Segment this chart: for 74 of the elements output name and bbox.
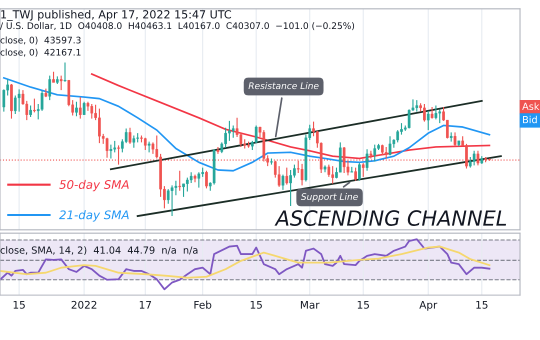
candlestick (228, 120, 231, 142)
annotation: Support Line (300, 193, 358, 202)
candlestick (82, 101, 86, 116)
candlestick (282, 174, 284, 190)
candlestick (178, 170, 182, 192)
candlestick (476, 150, 480, 166)
candlestick (64, 62, 66, 82)
candlestick (170, 184, 174, 217)
legend-label: 21-day SMA (59, 210, 129, 222)
candlestick (415, 100, 418, 112)
candlestick (350, 166, 354, 173)
x-tick-label: 15 (358, 300, 369, 309)
candlestick (48, 75, 52, 101)
candlestick (18, 88, 20, 112)
candlestick (205, 170, 208, 189)
candlestick (472, 150, 476, 166)
text: close, SMA, 14, 2) 41.04 44.79 n/a n/a (0, 246, 198, 255)
candlestick (78, 96, 82, 120)
candlestick (29, 104, 32, 118)
candlestick (450, 132, 453, 142)
x-tick-label: Mar (300, 300, 320, 309)
candlestick (144, 137, 147, 151)
candlestick (426, 110, 430, 131)
candlestick (362, 162, 365, 178)
candlestick (373, 144, 376, 162)
chart-subtitle: / U.S. Dollar, 1D O40408.0 H40463.1 L40167.0 C40307.0 −101.0 (−0.25%) (0, 22, 354, 30)
candlestick (166, 188, 170, 204)
annotation: Resistance Line (248, 82, 319, 90)
candlestick (240, 132, 242, 148)
candlestick (438, 108, 442, 124)
candlestick (75, 101, 78, 117)
candlestick (132, 134, 136, 148)
text: close, 0) 42167.1 (0, 48, 80, 57)
candlestick (300, 163, 304, 186)
text: Bid (523, 116, 537, 124)
candlestick (454, 132, 456, 147)
candlestick (90, 103, 94, 120)
text: Ask (522, 102, 540, 110)
x-tick-label: 15 (250, 300, 262, 309)
candlestick (128, 127, 132, 144)
candlestick (354, 167, 357, 182)
candlestick (430, 106, 434, 120)
text: close, 0) 43597.3 (0, 36, 81, 45)
candlestick (396, 130, 400, 143)
candlestick (285, 167, 288, 186)
x-tick-label: 2022 (72, 300, 96, 309)
candlestick (60, 75, 63, 91)
annotation: ASCENDING CHANNEL (274, 210, 506, 226)
candlestick (174, 180, 178, 196)
candlestick (33, 98, 36, 113)
candlestick (182, 183, 185, 198)
candlestick (148, 141, 150, 153)
candlestick (110, 144, 112, 160)
candlestick (197, 172, 200, 188)
candlestick (423, 103, 426, 122)
candlestick (232, 124, 235, 138)
candlestick (52, 71, 55, 84)
x-tick-label: 17 (140, 300, 152, 309)
x-tick-label: Apr (419, 300, 438, 311)
x-tick-label: Feb (194, 300, 212, 309)
candlestick (289, 169, 292, 207)
candlestick (381, 144, 384, 156)
x-tick-label: 15 (14, 300, 25, 309)
candlestick (98, 108, 101, 144)
candlestick (358, 162, 361, 182)
candlestick (366, 148, 368, 172)
candlestick (331, 166, 334, 184)
candlestick (106, 137, 108, 158)
chart-title: 1_TWJ published, Apr 17, 2022 15:47 UTC (1, 10, 232, 22)
candlestick (408, 108, 410, 130)
x-tick-label: 15 (476, 300, 488, 309)
candlestick (388, 136, 392, 156)
legend-label: 50-day SMA (59, 180, 129, 192)
candlestick (434, 104, 438, 120)
